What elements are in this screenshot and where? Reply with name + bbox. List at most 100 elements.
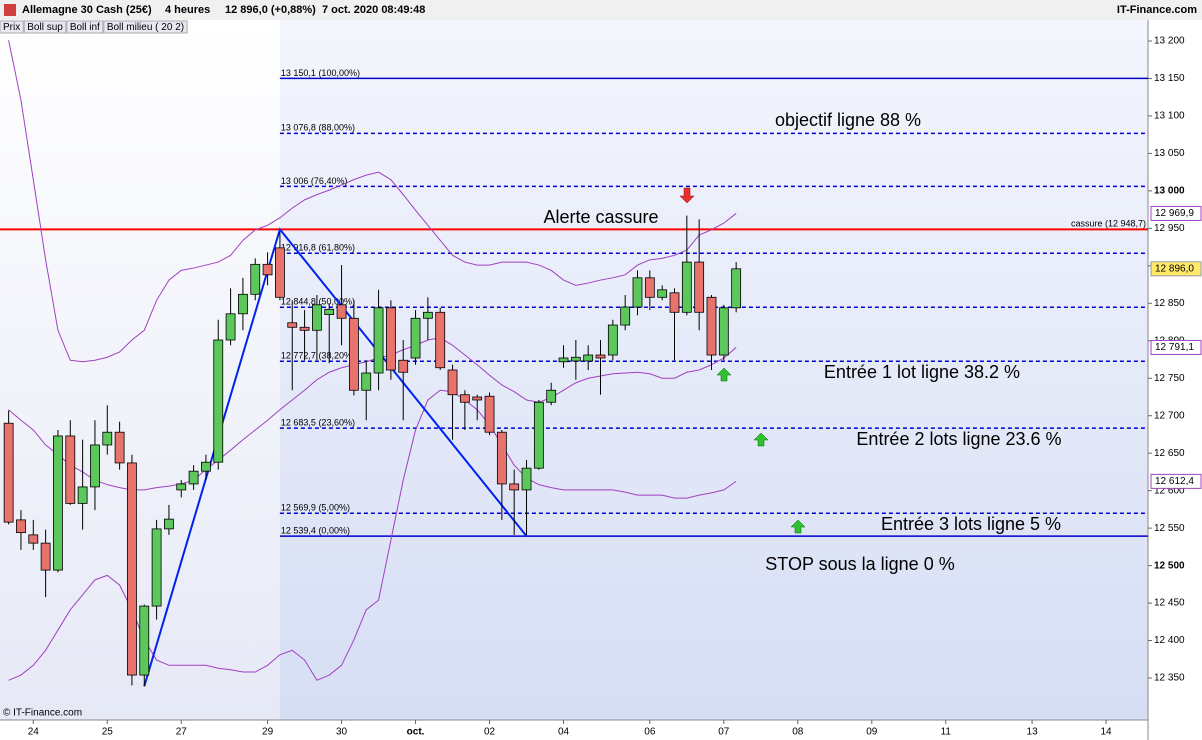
- buy-arrow: [753, 432, 769, 447]
- x-tick-label: 06: [644, 727, 656, 738]
- header-icon: [4, 4, 16, 16]
- period: 4 heures: [165, 4, 210, 16]
- candle-body: [40, 542, 51, 571]
- candle-body: [238, 293, 248, 315]
- legend-box: [0, 20, 24, 34]
- x-tick-label: 25: [102, 727, 114, 738]
- annotation: Entrée 3 lots ligne 5 %: [881, 514, 1061, 534]
- candle-body: [336, 304, 347, 319]
- candle-body: [53, 435, 63, 571]
- y-axis-background: [1148, 20, 1202, 740]
- fib-label: 13 150,1 (100,00%): [281, 68, 360, 78]
- candle-body: [151, 528, 162, 607]
- x-tick-label: 02: [484, 727, 496, 738]
- candle-body: [533, 401, 544, 469]
- y-tick-label: 13 050: [1154, 148, 1185, 159]
- candle-body: [201, 461, 211, 472]
- candle-body: [139, 605, 150, 676]
- candle-body: [435, 311, 446, 369]
- datetime: 7 oct. 2020 08:49:48: [322, 4, 425, 16]
- fib-zone: [279, 20, 1148, 720]
- fib-label: 13 006 (76,40%): [281, 176, 348, 186]
- x-tick-label: 04: [558, 727, 570, 738]
- y-tick-label: 12 650: [1154, 448, 1185, 459]
- x-tick-label: 14: [1101, 727, 1113, 738]
- x-tick-label: 09: [866, 727, 878, 738]
- trend-line: [143, 227, 528, 687]
- candle-body: [385, 307, 396, 371]
- last-value-box: [1150, 261, 1202, 277]
- candle-body: [16, 519, 26, 534]
- candle-body: [422, 311, 433, 319]
- legend-entry: Boll sup: [27, 22, 63, 33]
- candle-body: [570, 356, 581, 362]
- instrument: Allemagne 30 Cash (25€): [22, 4, 152, 16]
- candle-body: [114, 431, 125, 464]
- candle-body: [583, 354, 594, 362]
- x-axis-background: [0, 720, 1148, 740]
- x-tick-label: 08: [792, 727, 804, 738]
- buy-arrow: [790, 519, 806, 534]
- x-tick-label: 07: [718, 727, 730, 738]
- header-bar: [0, 0, 1202, 20]
- candle-body: [546, 389, 557, 403]
- candle-body: [262, 263, 273, 276]
- sell-arrow: [679, 187, 695, 204]
- fib-label: 12 569,9 (5,00%): [281, 503, 350, 513]
- y-tick-label: 12 950: [1154, 223, 1185, 234]
- candle-body: [558, 357, 569, 363]
- x-tick-label: 13: [1027, 727, 1039, 738]
- x-tick-label: 29: [262, 727, 274, 738]
- legend-box: [103, 20, 188, 34]
- candle-body: [127, 462, 137, 676]
- y-tick-label: 12 550: [1154, 523, 1185, 534]
- candle-body: [287, 322, 298, 328]
- legend-box: [66, 20, 104, 34]
- candle-body: [176, 483, 187, 491]
- x-tick-label: 30: [336, 727, 348, 738]
- annotation: Entrée 1 lot ligne 38.2 %: [824, 362, 1020, 382]
- candle-body: [694, 261, 705, 313]
- candle-body: [595, 354, 606, 359]
- candle-body: [681, 261, 692, 313]
- candle-body: [620, 306, 631, 326]
- candle-body: [28, 534, 39, 544]
- candle-body: [275, 247, 285, 298]
- candle-body: [731, 268, 742, 309]
- candle-body: [102, 431, 113, 446]
- y-tick-label: 12 750: [1154, 373, 1185, 384]
- candle-body: [706, 296, 717, 356]
- fib-label: 12 539,4 (0,00%): [281, 525, 350, 535]
- annotation: objectif ligne 88 %: [775, 110, 921, 130]
- annotation: STOP sous la ligne 0 %: [765, 554, 954, 574]
- fib-label: 13 076,8 (88,00%): [281, 123, 355, 133]
- candle-body: [324, 308, 335, 315]
- quote: 12 896,0 (+0,88%): [225, 4, 316, 16]
- candle-body: [164, 518, 174, 530]
- candle-body: [250, 263, 261, 295]
- fib-label: 12 916,8 (61,80%): [281, 243, 355, 253]
- candle-body: [472, 396, 483, 401]
- x-tick-label: 11: [941, 727, 952, 738]
- y-tick-label: 12 400: [1154, 635, 1185, 646]
- candle-body: [509, 483, 520, 491]
- last-value-label: 12 969,9: [1155, 208, 1194, 219]
- x-tick-label: 27: [176, 727, 188, 738]
- bollinger-band: [8, 40, 737, 363]
- y-tick-label: 12 850: [1154, 298, 1185, 309]
- candle-body: [459, 394, 470, 403]
- last-value-box: [1150, 205, 1202, 221]
- candle-body: [90, 444, 100, 488]
- candle-body: [521, 467, 532, 491]
- y-tick-label: 12 600: [1154, 485, 1185, 496]
- y-tick-label: 13 000: [1154, 186, 1185, 197]
- annotation: Alerte cassure: [543, 207, 658, 227]
- footer: © IT-Finance.com: [3, 708, 82, 719]
- fib-label: 12 772,7 (38,20%): [281, 351, 355, 361]
- buy-arrow: [716, 367, 732, 382]
- annotation: Entrée 2 lots ligne 23.6 %: [856, 429, 1061, 449]
- candle-body: [607, 324, 618, 356]
- candle-body: [669, 292, 680, 313]
- source: IT-Finance.com: [1117, 4, 1197, 16]
